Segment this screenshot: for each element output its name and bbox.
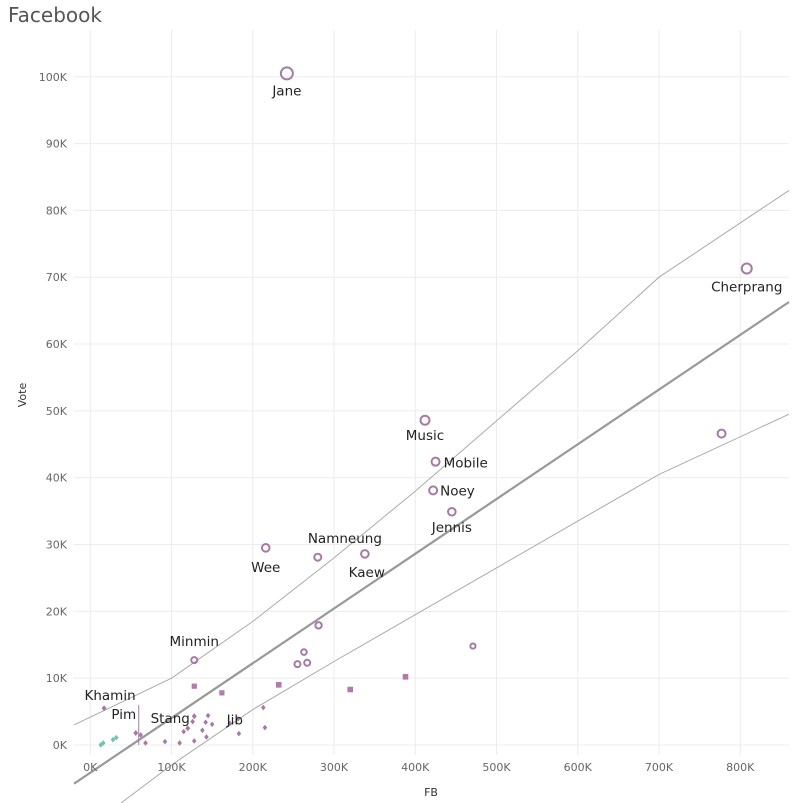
data-point	[300, 648, 308, 656]
data-point	[235, 716, 241, 722]
y-tick-label: 70K	[46, 271, 68, 284]
point-label-stang: Stang	[151, 711, 190, 727]
data-point	[209, 721, 215, 728]
data-point	[205, 712, 211, 719]
point-label-minmin: Minmin	[170, 634, 219, 650]
y-tick-label: 90K	[46, 138, 68, 151]
data-point	[162, 738, 168, 745]
point-label-jane: Jane	[271, 83, 301, 99]
data-point	[113, 734, 119, 741]
data-point-jennis	[447, 506, 457, 517]
data-point	[402, 674, 409, 680]
y-axis-title: Vote	[16, 383, 29, 408]
y-tick-label: 60K	[46, 338, 68, 351]
data-point	[227, 720, 233, 727]
axis-ticks: 0K 10K 20K 30K 40K 50K 60K 70K 80K 90K 100K 0K 100K 2…	[39, 71, 755, 774]
point-label-music: Music	[406, 428, 444, 444]
data-point	[181, 728, 186, 735]
data-point	[236, 730, 242, 737]
point-label-namneung: Namneung	[308, 531, 382, 547]
data-point-khamin	[101, 705, 107, 712]
data-point	[98, 742, 104, 748]
data-point	[191, 738, 197, 744]
trend-line-path	[73, 301, 790, 785]
y-tick-label: 10K	[46, 672, 68, 685]
confidence-lower-line	[120, 413, 790, 803]
data-point	[110, 736, 116, 743]
data-point	[190, 718, 195, 725]
x-tick-label: 400K	[401, 761, 430, 774]
data-point-wee	[260, 543, 271, 553]
point-label-pim: Pim	[111, 707, 136, 723]
y-tick-label: 100K	[39, 71, 68, 84]
x-tick-label: 500K	[482, 761, 511, 774]
x-tick-label: 300K	[320, 761, 349, 774]
x-tick-label: 800K	[726, 761, 755, 774]
data-point-jane	[279, 66, 294, 81]
y-tick-label: 40K	[46, 472, 68, 485]
x-tick-label: 0K	[83, 761, 98, 774]
data-point-namneung	[360, 549, 370, 559]
data-point	[262, 724, 268, 731]
data-point-jib	[185, 725, 191, 732]
data-point-mobile	[430, 456, 441, 467]
data-point	[469, 642, 477, 650]
data-point	[143, 740, 148, 746]
data-point	[716, 428, 727, 439]
data-point	[138, 732, 143, 738]
data-point-noey	[428, 485, 439, 496]
y-tick-label: 20K	[46, 605, 68, 618]
point-label-kaew: Kaew	[349, 565, 385, 581]
y-tick-label: 0K	[53, 739, 68, 752]
point-label-jennis: Jennis	[431, 520, 472, 536]
data-point	[314, 621, 323, 630]
data-point	[275, 682, 282, 688]
data-points	[98, 66, 753, 748]
point-label-cherprang: Cherprang	[711, 280, 782, 296]
point-label-noey: Noey	[440, 483, 475, 499]
data-point	[303, 658, 312, 667]
data-point	[347, 686, 354, 693]
y-tick-label: 80K	[46, 204, 68, 217]
y-tick-label: 30K	[46, 539, 68, 552]
grid-lines	[74, 30, 789, 755]
x-tick-label: 100K	[157, 761, 186, 774]
x-tick-label: 600K	[564, 761, 593, 774]
data-point	[219, 690, 225, 696]
chart-title: Facebook	[8, 3, 102, 27]
data-point	[177, 740, 182, 746]
data-point-minmin	[190, 656, 199, 665]
data-point	[200, 727, 205, 734]
point-label-khamin: Khamin	[84, 688, 135, 704]
data-point-music	[419, 414, 431, 426]
data-point-stang	[191, 713, 197, 720]
data-point-cherprang	[740, 262, 753, 275]
data-point	[293, 660, 302, 669]
confidence-upper-line	[73, 189, 790, 726]
data-point	[261, 704, 266, 711]
data-point-kaew	[313, 552, 323, 562]
point-label-jib: Jib	[226, 712, 243, 728]
trend-line	[73, 301, 790, 785]
x-tick-label: 200K	[239, 761, 268, 774]
data-point-pim	[133, 729, 139, 736]
data-point	[191, 683, 197, 689]
x-tick-label: 700K	[645, 761, 674, 774]
y-tick-label: 50K	[46, 405, 68, 418]
confidence-band	[73, 189, 790, 803]
point-label-wee: Wee	[251, 560, 280, 576]
data-point	[203, 719, 208, 726]
point-label-mobile: Mobile	[444, 456, 488, 472]
data-point	[204, 734, 209, 740]
x-axis-title: FB	[424, 786, 438, 799]
